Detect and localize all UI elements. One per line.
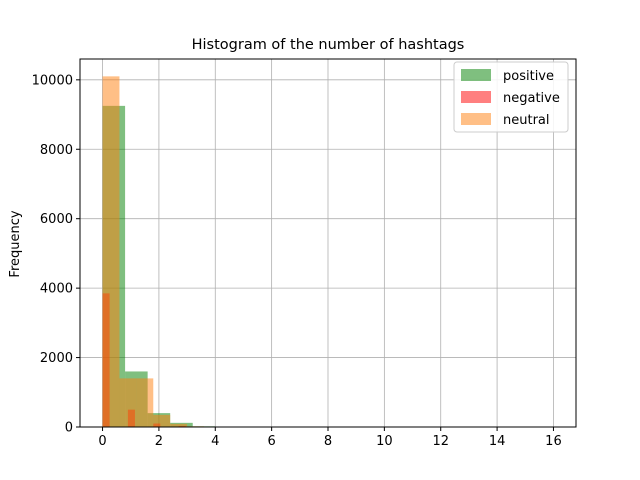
bar-neutral <box>102 76 120 427</box>
y-tick-label: 8000 <box>40 143 73 158</box>
x-tick-label: 2 <box>155 434 163 449</box>
x-axis-ticks: 0 2 4 6 8 10 12 14 16 <box>98 427 562 449</box>
bar-neutral <box>170 423 188 427</box>
bar-neutral <box>119 378 137 427</box>
legend-swatch-positive <box>461 69 491 81</box>
x-tick-label: 10 <box>376 434 393 449</box>
y-axis-ticks: 0 2000 4000 6000 8000 10000 <box>32 73 80 436</box>
y-tick-label: 0 <box>65 421 73 436</box>
legend-items: positive negative neutral <box>461 69 560 128</box>
legend-label-negative: negative <box>503 91 560 106</box>
x-tick-label: 14 <box>489 434 506 449</box>
legend-label-neutral: neutral <box>503 113 550 128</box>
legend-swatch-negative <box>461 91 491 103</box>
y-tick-label: 4000 <box>40 282 73 297</box>
bar-neutral <box>136 378 154 427</box>
x-tick-label: 12 <box>432 434 449 449</box>
legend-label-positive: positive <box>503 69 554 84</box>
y-tick-label: 6000 <box>40 212 73 227</box>
y-tick-label: 10000 <box>32 73 73 88</box>
x-tick-label: 16 <box>545 434 562 449</box>
x-tick-label: 8 <box>324 434 332 449</box>
y-axis-label: Frequency <box>8 210 23 277</box>
y-tick-label: 2000 <box>40 351 73 366</box>
x-tick-label: 0 <box>98 434 106 449</box>
legend-swatch-neutral <box>461 113 491 125</box>
chart-title: Histogram of the number of hashtags <box>192 37 465 53</box>
series-neutral <box>102 76 238 427</box>
legend: positive negative neutral <box>453 61 569 133</box>
bar-neutral <box>153 414 171 427</box>
histogram-bars <box>102 76 283 428</box>
x-tick-label: 6 <box>267 434 275 449</box>
x-tick-label: 4 <box>211 434 219 449</box>
